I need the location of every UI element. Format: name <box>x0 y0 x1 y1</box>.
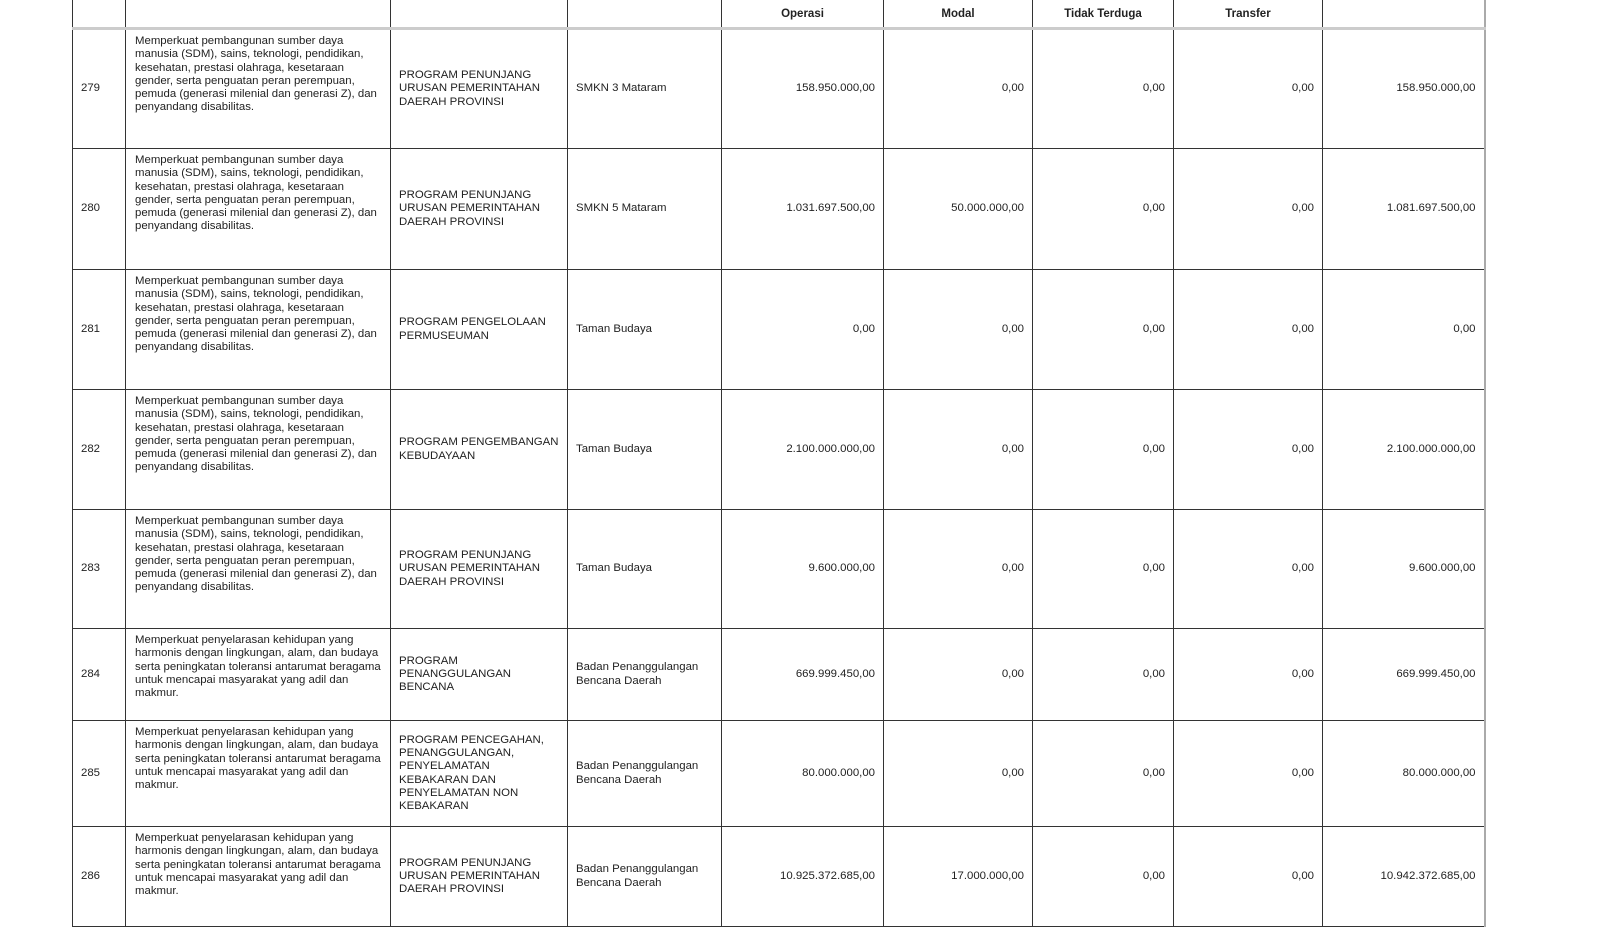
row-tidak-terduga: 0,00 <box>1032 628 1174 721</box>
row-number: 279 <box>72 28 126 149</box>
row-unit: SMKN 5 Mataram <box>567 148 722 270</box>
row-transfer: 0,00 <box>1173 628 1323 721</box>
header-transfer: Transfer <box>1173 0 1323 30</box>
row-total: 0,00 <box>1322 269 1486 390</box>
row-tidak-terduga: 0,00 <box>1032 269 1174 390</box>
header-modal: Modal <box>883 0 1033 30</box>
row-tidak-terduga: 0,00 <box>1032 389 1174 510</box>
row-description: Memperkuat pembangunan sumber daya manus… <box>125 28 391 149</box>
row-description: Memperkuat pembangunan sumber daya manus… <box>125 389 391 510</box>
row-program: PROGRAM PENCEGAHAN, PENANGGULANGAN, PENY… <box>390 720 568 827</box>
row-transfer: 0,00 <box>1173 148 1323 270</box>
row-number: 281 <box>72 269 126 390</box>
row-program: PROGRAM PENUNJANG URUSAN PEMERINTAHAN DA… <box>390 826 568 927</box>
row-description: Memperkuat pembangunan sumber daya manus… <box>125 148 391 270</box>
row-description: Memperkuat pembangunan sumber daya manus… <box>125 269 391 390</box>
header-description <box>125 0 391 30</box>
row-number: 286 <box>72 826 126 927</box>
header-program <box>390 0 568 30</box>
header-no <box>72 0 126 30</box>
row-description: Memperkuat pembangunan sumber daya manus… <box>125 509 391 629</box>
row-unit: Taman Budaya <box>567 269 722 390</box>
row-program: PROGRAM PENUNJANG URUSAN PEMERINTAHAN DA… <box>390 509 568 629</box>
row-unit: Taman Budaya <box>567 509 722 629</box>
row-operasi: 158.950.000,00 <box>721 28 884 149</box>
row-modal: 0,00 <box>883 28 1033 149</box>
table-row: 286 Memperkuat penyelarasan kehidupan yan… <box>72 826 1486 927</box>
header-total <box>1322 0 1486 30</box>
row-operasi: 2.100.000.000,00 <box>721 389 884 510</box>
row-operasi: 10.925.372.685,00 <box>721 826 884 927</box>
row-total: 669.999.450,00 <box>1322 628 1486 721</box>
row-modal: 0,00 <box>883 269 1033 390</box>
row-transfer: 0,00 <box>1173 509 1323 629</box>
row-operasi: 0,00 <box>721 269 884 390</box>
row-number: 280 <box>72 148 126 270</box>
row-total: 158.950.000,00 <box>1322 28 1486 149</box>
row-modal: 50.000.000,00 <box>883 148 1033 270</box>
row-tidak-terduga: 0,00 <box>1032 148 1174 270</box>
row-total: 2.100.000.000,00 <box>1322 389 1486 510</box>
row-modal: 17.000.000,00 <box>883 826 1033 927</box>
row-tidak-terduga: 0,00 <box>1032 720 1174 827</box>
row-number: 285 <box>72 720 126 827</box>
row-transfer: 0,00 <box>1173 389 1323 510</box>
budget-table: Operasi Modal Tidak Terduga Transfer 279… <box>72 0 1486 927</box>
table-header-row: Operasi Modal Tidak Terduga Transfer <box>72 0 1486 30</box>
table-row: 281 Memperkuat pembangunan sumber daya ma… <box>72 269 1486 390</box>
header-unit <box>567 0 722 30</box>
row-number: 284 <box>72 628 126 721</box>
row-description: Memperkuat penyelarasan kehidupan yang h… <box>125 826 391 927</box>
row-total: 80.000.000,00 <box>1322 720 1486 827</box>
row-unit: SMKN 3 Mataram <box>567 28 722 149</box>
row-transfer: 0,00 <box>1173 720 1323 827</box>
row-operasi: 9.600.000,00 <box>721 509 884 629</box>
header-operasi: Operasi <box>721 0 884 30</box>
table-row: 285 Memperkuat penyelarasan kehidupan yan… <box>72 720 1486 827</box>
row-transfer: 0,00 <box>1173 28 1323 149</box>
row-tidak-terduga: 0,00 <box>1032 826 1174 927</box>
row-description: Memperkuat penyelarasan kehidupan yang h… <box>125 628 391 721</box>
table-row: 283 Memperkuat pembangunan sumber daya ma… <box>72 509 1486 629</box>
table-row: 282 Memperkuat pembangunan sumber daya ma… <box>72 389 1486 510</box>
row-modal: 0,00 <box>883 509 1033 629</box>
row-operasi: 1.031.697.500,00 <box>721 148 884 270</box>
row-unit: Badan Penanggulangan Bencana Daerah <box>567 826 722 927</box>
header-tidak-terduga: Tidak Terduga <box>1032 0 1174 30</box>
row-program: PROGRAM PENANGGULANGAN BENCANA <box>390 628 568 721</box>
row-number: 283 <box>72 509 126 629</box>
row-total: 9.600.000,00 <box>1322 509 1486 629</box>
row-unit: Taman Budaya <box>567 389 722 510</box>
row-description: Memperkuat penyelarasan kehidupan yang h… <box>125 720 391 827</box>
table-row: 279 Memperkuat pembangunan sumber daya ma… <box>72 28 1486 149</box>
row-unit: Badan Penanggulangan Bencana Daerah <box>567 628 722 721</box>
row-operasi: 669.999.450,00 <box>721 628 884 721</box>
row-number: 282 <box>72 389 126 510</box>
row-total: 1.081.697.500,00 <box>1322 148 1486 270</box>
table-row: 280 Memperkuat pembangunan sumber daya ma… <box>72 148 1486 270</box>
row-program: PROGRAM PENGEMBANGAN KEBUDAYAAN <box>390 389 568 510</box>
row-unit: Badan Penanggulangan Bencana Daerah <box>567 720 722 827</box>
row-program: PROGRAM PENUNJANG URUSAN PEMERINTAHAN DA… <box>390 28 568 149</box>
row-tidak-terduga: 0,00 <box>1032 509 1174 629</box>
row-modal: 0,00 <box>883 389 1033 510</box>
table-row: 284 Memperkuat penyelarasan kehidupan yan… <box>72 628 1486 721</box>
row-program: PROGRAM PENGELOLAAN PERMUSEUMAN <box>390 269 568 390</box>
row-modal: 0,00 <box>883 720 1033 827</box>
row-transfer: 0,00 <box>1173 826 1323 927</box>
row-tidak-terduga: 0,00 <box>1032 28 1174 149</box>
row-program: PROGRAM PENUNJANG URUSAN PEMERINTAHAN DA… <box>390 148 568 270</box>
row-total: 10.942.372.685,00 <box>1322 826 1486 927</box>
row-operasi: 80.000.000,00 <box>721 720 884 827</box>
row-transfer: 0,00 <box>1173 269 1323 390</box>
row-modal: 0,00 <box>883 628 1033 721</box>
